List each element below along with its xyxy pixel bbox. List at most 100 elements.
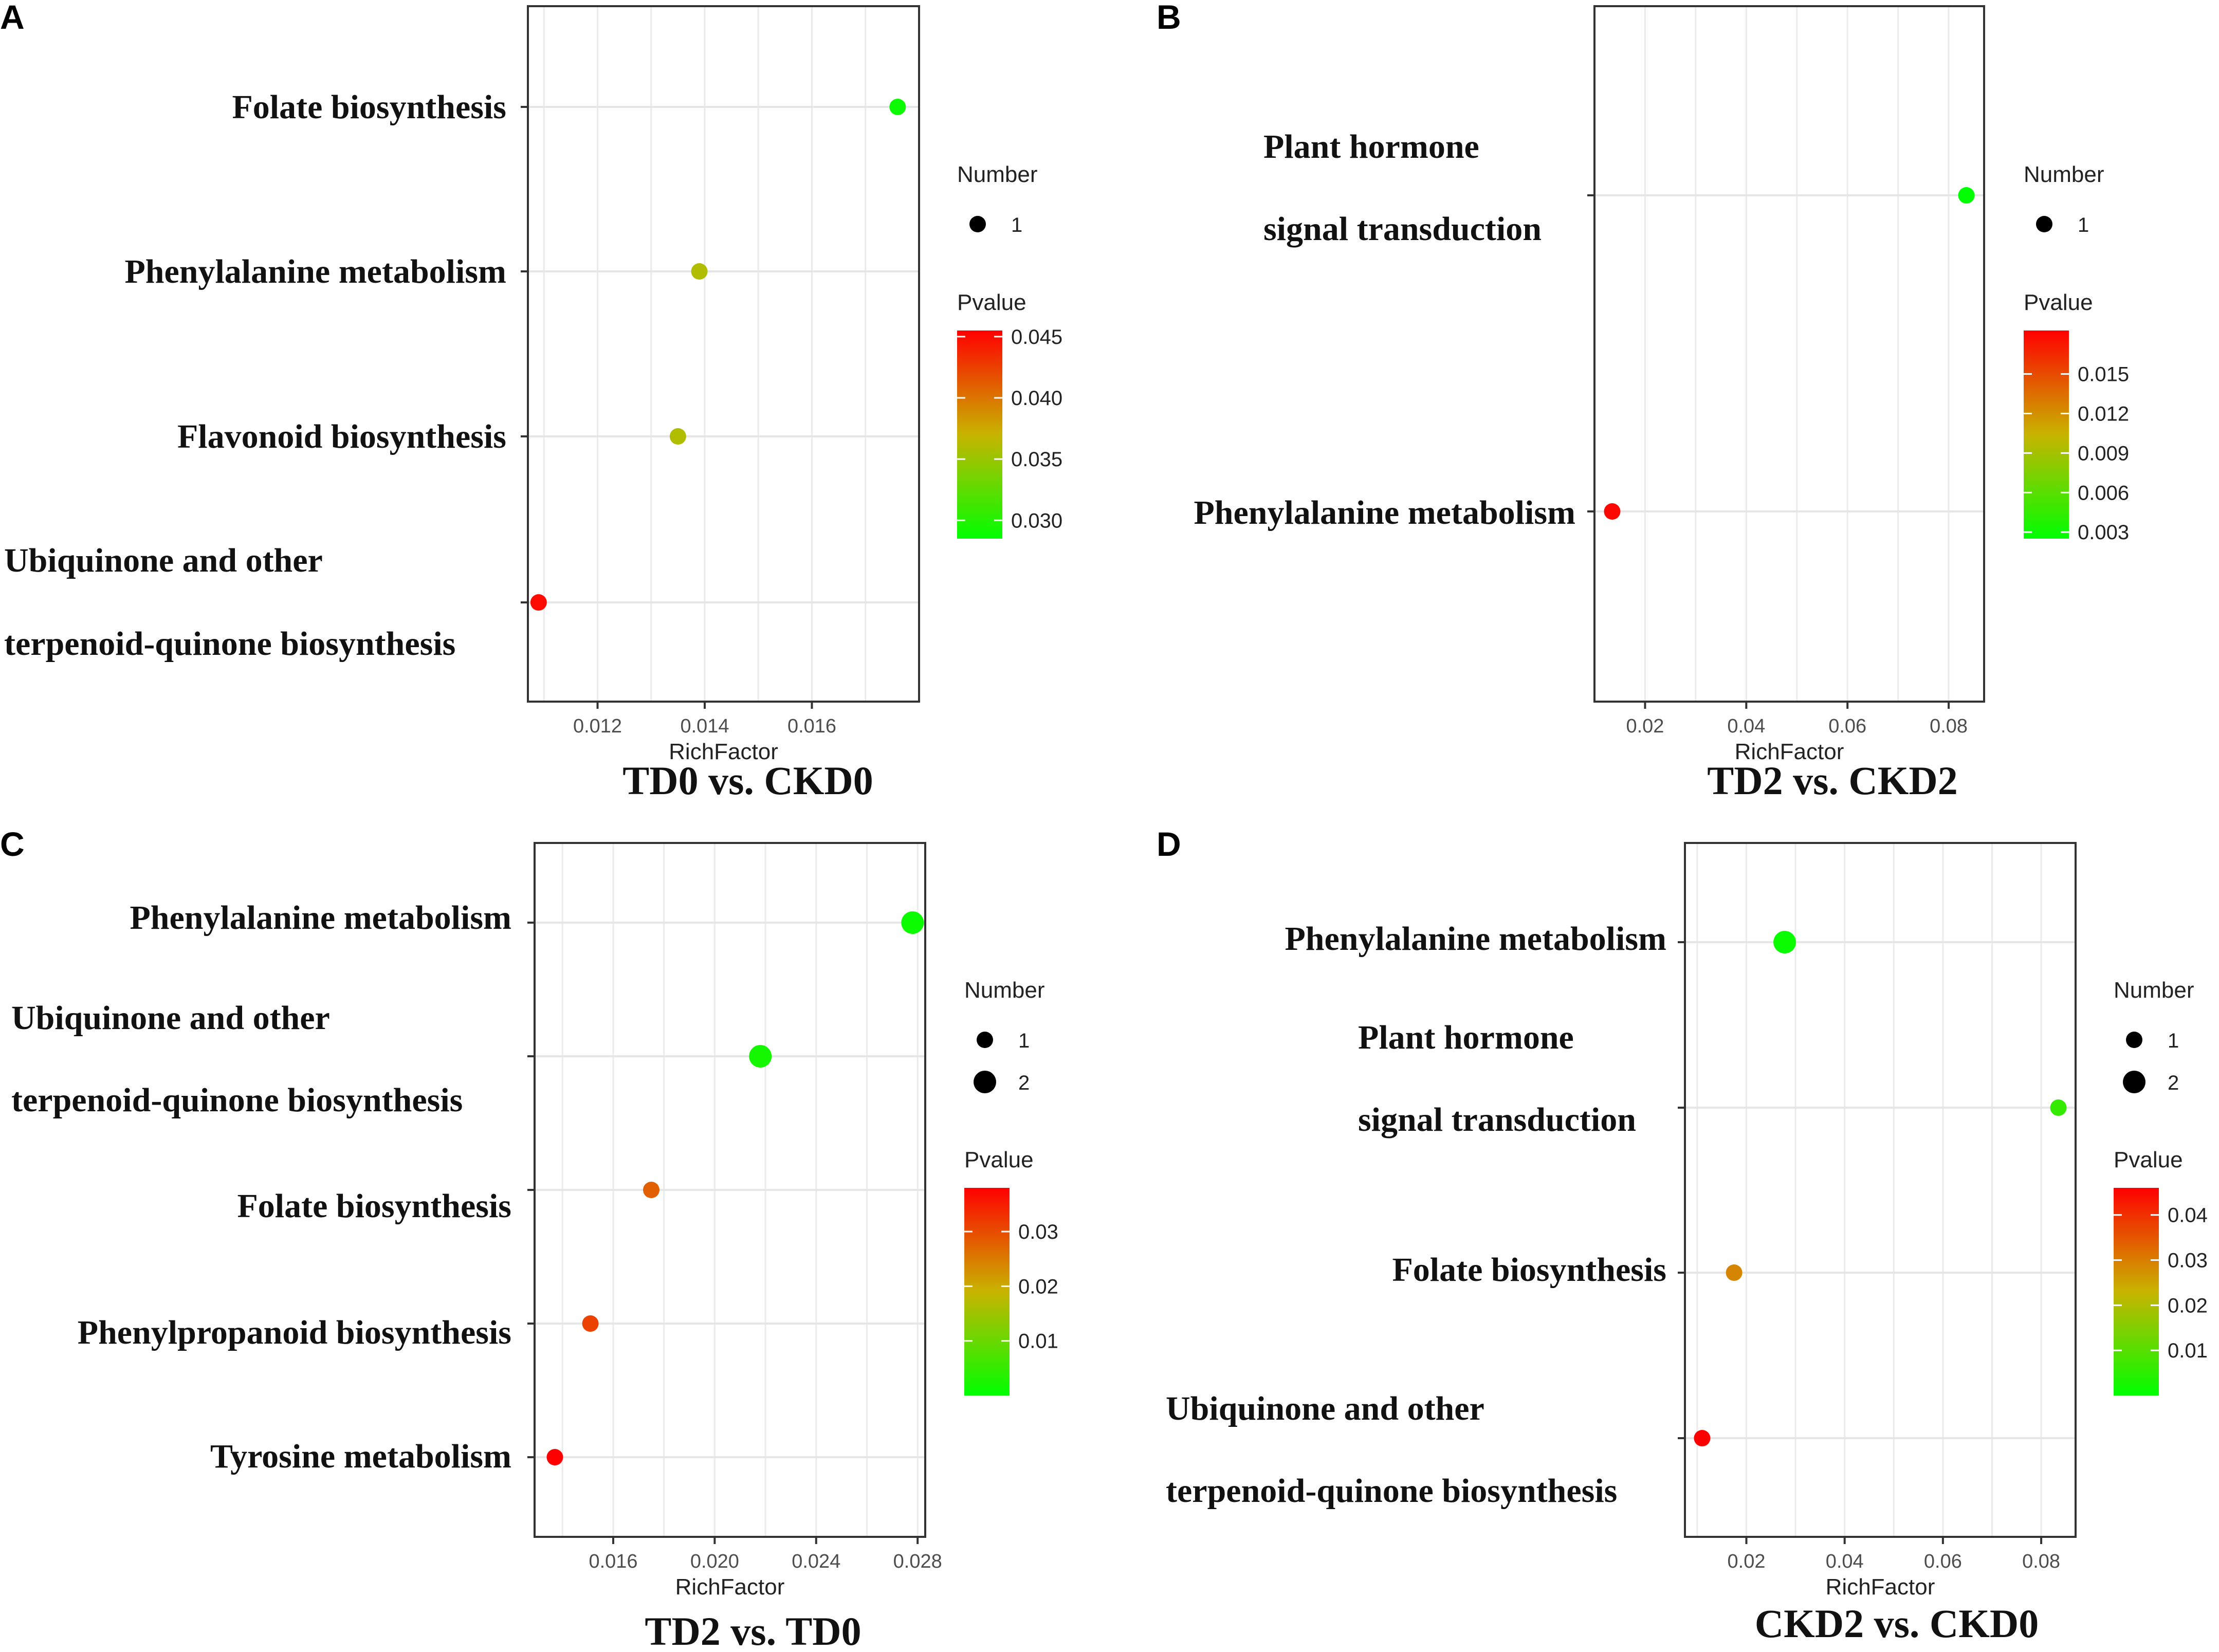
category-label-line2: terpenoid-quinone biosynthesis — [4, 625, 455, 663]
panel-c: C TD2 vs. TD0 0.016 0.020 0.024 0.028 RichFa… — [0, 825, 1058, 1652]
x-axis-label: RichFactor — [675, 1574, 785, 1600]
legend-color-label: 0.02 — [2168, 1294, 2208, 1317]
legend-color-label: 0.035 — [1011, 448, 1062, 471]
legend-color-label: 0.009 — [2078, 442, 2129, 465]
category-label: Phenylalanine metabolism — [1285, 920, 1666, 958]
legend-size-label: 1 — [2078, 214, 2089, 236]
plot-a: 0.012 0.014 0.016 RichFactor Folate biosynth… — [4, 5, 1062, 764]
category-label-line1: Ubiquinone and other — [1166, 1390, 1484, 1427]
panel-title-d: CKD2 vs. CKD0 — [1755, 1601, 2039, 1646]
plot-c: 0.016 0.020 0.024 0.028 RichFactor Phenylalan… — [11, 842, 1058, 1600]
category-label-line1: Ubiquinone and other — [4, 542, 323, 579]
category-label: Phenylalanine metabolism — [1194, 494, 1575, 531]
x-tick-label: 0.02 — [1626, 715, 1664, 737]
plot-d: 0.02 0.04 0.06 0.08 RichFactor Phenylalanine … — [1166, 842, 2208, 1600]
x-tick-label: 0.08 — [2022, 1551, 2060, 1572]
x-tick-label: 0.016 — [787, 715, 836, 737]
x-axis-label: RichFactor — [669, 739, 778, 764]
category-label: Phenylalanine metabolism — [124, 253, 506, 290]
legend-size-dot — [2036, 216, 2052, 232]
legend-color-label: 0.03 — [2168, 1250, 2208, 1272]
x-tick-label: 0.024 — [792, 1551, 840, 1572]
legend-size-label: 2 — [2168, 1072, 2179, 1094]
legend-color-label: 0.030 — [1011, 509, 1062, 532]
legend-pvalue-title: Pvalue — [964, 1147, 1034, 1172]
legend-pvalue-title: Pvalue — [2024, 290, 2093, 315]
legend-color-label: 0.01 — [2168, 1339, 2208, 1362]
legend-color-label: 0.040 — [1011, 387, 1062, 410]
data-point — [546, 1449, 563, 1465]
panel-letter-d: D — [1157, 825, 1181, 863]
legend-number-title: Number — [957, 162, 1038, 187]
legend-size-dot — [2123, 1071, 2145, 1093]
panel-title-a: TD0 vs. CKD0 — [622, 758, 873, 803]
x-tick-label: 0.04 — [1826, 1551, 1864, 1572]
category-label-line1: Plant hormone — [1263, 128, 1479, 166]
panel-letter-b: B — [1157, 0, 1181, 36]
x-tick-label: 0.014 — [680, 715, 729, 737]
legend-color-label: 0.02 — [1018, 1275, 1058, 1298]
legend-color-bar — [957, 331, 1002, 539]
data-point — [643, 1182, 660, 1198]
category-label-line2: signal transduction — [1263, 210, 1542, 248]
legend-color-label: 0.003 — [2078, 521, 2129, 544]
x-tick-label: 0.06 — [1828, 715, 1866, 737]
x-tick-label: 0.06 — [1924, 1551, 1962, 1572]
panel-title-c: TD2 vs. TD0 — [645, 1609, 861, 1652]
plot-b: 0.02 0.04 0.06 0.08 RichFactor Plant hormone s… — [1194, 5, 2129, 764]
category-label: Tyrosine metabolism — [210, 1438, 511, 1475]
category-label: Phenylpropanoid biosynthesis — [78, 1314, 511, 1351]
x-tick-label: 0.04 — [1727, 715, 1765, 737]
data-point — [2050, 1099, 2067, 1116]
data-point — [691, 263, 708, 280]
data-point — [889, 99, 906, 115]
legend-size-dot — [969, 216, 986, 232]
legend-size-label: 1 — [1018, 1030, 1030, 1052]
category-label-line2: signal transduction — [1358, 1101, 1636, 1139]
x-tick-label: 0.02 — [1728, 1551, 1766, 1572]
legend-color-label: 0.04 — [2168, 1204, 2208, 1227]
panel-letter-c: C — [0, 825, 25, 863]
x-tick-label: 0.020 — [690, 1551, 739, 1572]
legend-color-label: 0.015 — [2078, 363, 2129, 386]
legend-size-dot — [977, 1032, 993, 1048]
x-tick-label: 0.08 — [1930, 715, 1968, 737]
legend-color-bar — [2114, 1188, 2159, 1396]
category-label-line1: Ubiquinone and other — [11, 999, 330, 1037]
legend-color-bar — [964, 1188, 1010, 1396]
plot-frame — [527, 5, 920, 703]
plot-frame — [534, 842, 926, 1538]
legend-color-label: 0.006 — [2078, 482, 2129, 504]
legend-pvalue-title: Pvalue — [2114, 1147, 2183, 1172]
category-label: Flavonoid biosynthesis — [177, 418, 506, 455]
data-point — [530, 594, 547, 611]
legend-number-title: Number — [2024, 162, 2104, 187]
category-label-line1: Plant hormone — [1358, 1019, 1574, 1056]
panel-letter-a: A — [0, 0, 25, 36]
legend-pvalue-title: Pvalue — [957, 290, 1026, 315]
panel-a: A TD0 vs. CKD0 0.012 0.014 0.016 RichFactor… — [0, 0, 1062, 803]
category-label: Folate biosynthesis — [237, 1187, 511, 1225]
legend-color-label: 0.045 — [1011, 326, 1062, 348]
x-axis-label: RichFactor — [1735, 739, 1844, 764]
x-axis-label: RichFactor — [1826, 1574, 1935, 1600]
category-label-line2: terpenoid-quinone biosynthesis — [1166, 1472, 1617, 1510]
legend-size-dot — [2126, 1032, 2142, 1048]
x-tick-label: 0.028 — [893, 1551, 942, 1572]
plot-background — [1594, 6, 1984, 702]
legend-color-label: 0.012 — [2078, 402, 2129, 425]
category-label: Phenylalanine metabolism — [130, 899, 511, 937]
panel-d: D CKD2 vs. CKD0 0.02 0.04 0.06 0.08 RichFact… — [1157, 825, 2208, 1646]
legend-color-bar — [2024, 331, 2069, 539]
plot-background — [1685, 843, 2076, 1537]
legend-size-label: 1 — [2168, 1030, 2179, 1052]
panel-b: B TD2 vs. CKD2 0.02 0.04 0.06 0.08 RichFacto… — [1157, 0, 2129, 803]
legend-color-label: 0.03 — [1018, 1221, 1058, 1243]
data-point — [1958, 187, 1975, 204]
legend-size-label: 1 — [1011, 214, 1022, 236]
plot-frame — [1684, 842, 2077, 1538]
data-point — [1773, 931, 1796, 953]
category-label: Folate biosynthesis — [232, 88, 506, 126]
plot-background — [528, 6, 919, 702]
